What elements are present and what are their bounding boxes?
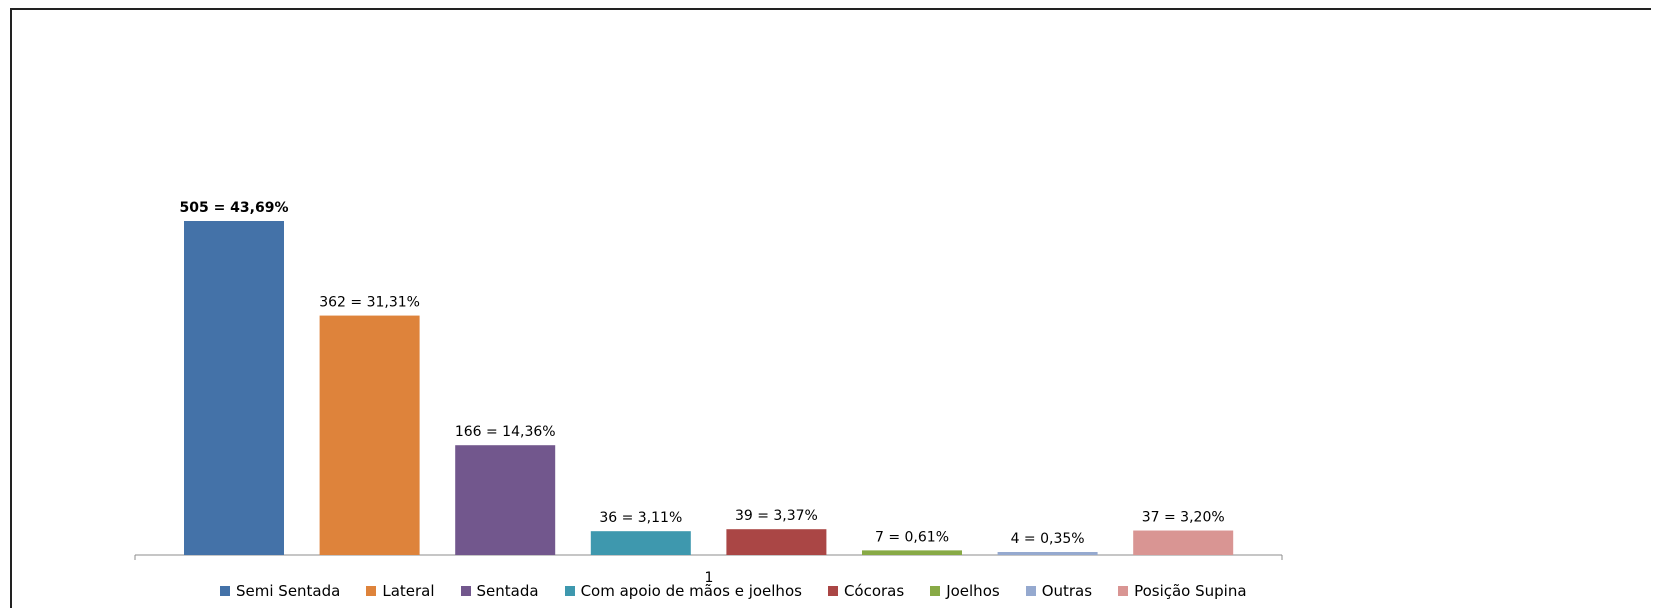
legend-label: Com apoio de mãos e joelhos xyxy=(580,582,802,600)
legend-item-4: Com apoio de mãos e joelhos xyxy=(564,582,802,600)
data-label-8: 37 = 3,20% xyxy=(1142,510,1225,526)
legend-swatch xyxy=(930,586,941,596)
bar-8 xyxy=(1133,530,1234,555)
bars-group xyxy=(184,221,1234,555)
data-label-5: 39 = 3,37% xyxy=(735,508,818,524)
legend-label: Outras xyxy=(1041,582,1093,600)
bar-3 xyxy=(455,445,556,555)
legend-swatch xyxy=(460,586,471,596)
chart-frame xyxy=(10,8,1651,608)
bar-5 xyxy=(726,529,827,555)
bar-4 xyxy=(590,531,691,555)
bar-2 xyxy=(319,315,420,555)
legend-swatch xyxy=(1118,586,1129,596)
legend-item-1: Semi Sentada xyxy=(220,582,340,600)
legend-label: Cócoras xyxy=(843,582,905,600)
data-label-4: 36 = 3,11% xyxy=(599,510,682,526)
data-label-2: 362 = 31,31% xyxy=(319,295,420,311)
legend-label: Sentada xyxy=(476,582,539,600)
data-label-1: 505 = 43,69% xyxy=(179,200,288,216)
legend-swatch xyxy=(220,586,230,596)
legend-item-8: Posição Supina xyxy=(1118,582,1247,600)
legend-item-2: Lateral xyxy=(366,582,435,600)
data-label-3: 166 = 14,36% xyxy=(455,424,556,440)
legend-swatch xyxy=(366,586,377,596)
legend-item-3: Sentada xyxy=(460,582,539,600)
legend: Semi Sentada Lateral Sentada Com apoio de m… xyxy=(220,580,1247,602)
bar-1 xyxy=(184,221,284,555)
legend-swatch xyxy=(827,586,838,596)
data-labels-group: 505 = 43,69% 362 = 31,31% 166 = 14,36% 36 =… xyxy=(179,200,1224,547)
data-label-6: 7 = 0,61% xyxy=(875,529,949,545)
legend-item-7: Outras xyxy=(1025,582,1093,600)
legend-label: Semi Sentada xyxy=(236,582,341,600)
bar-6 xyxy=(862,550,962,555)
legend-label: Posição Supina xyxy=(1134,582,1247,600)
legend-swatch xyxy=(564,586,575,596)
x-tick-label: 1 xyxy=(705,570,714,586)
legend-item-6: Joelhos xyxy=(930,582,1000,600)
legend-label: Joelhos xyxy=(946,582,1000,600)
legend-label: Lateral xyxy=(382,582,435,600)
bar-7 xyxy=(997,552,1098,555)
legend-item-5: Cócoras xyxy=(827,582,905,600)
legend-swatch xyxy=(1025,586,1036,596)
data-label-7: 4 = 0,35% xyxy=(1011,531,1085,547)
